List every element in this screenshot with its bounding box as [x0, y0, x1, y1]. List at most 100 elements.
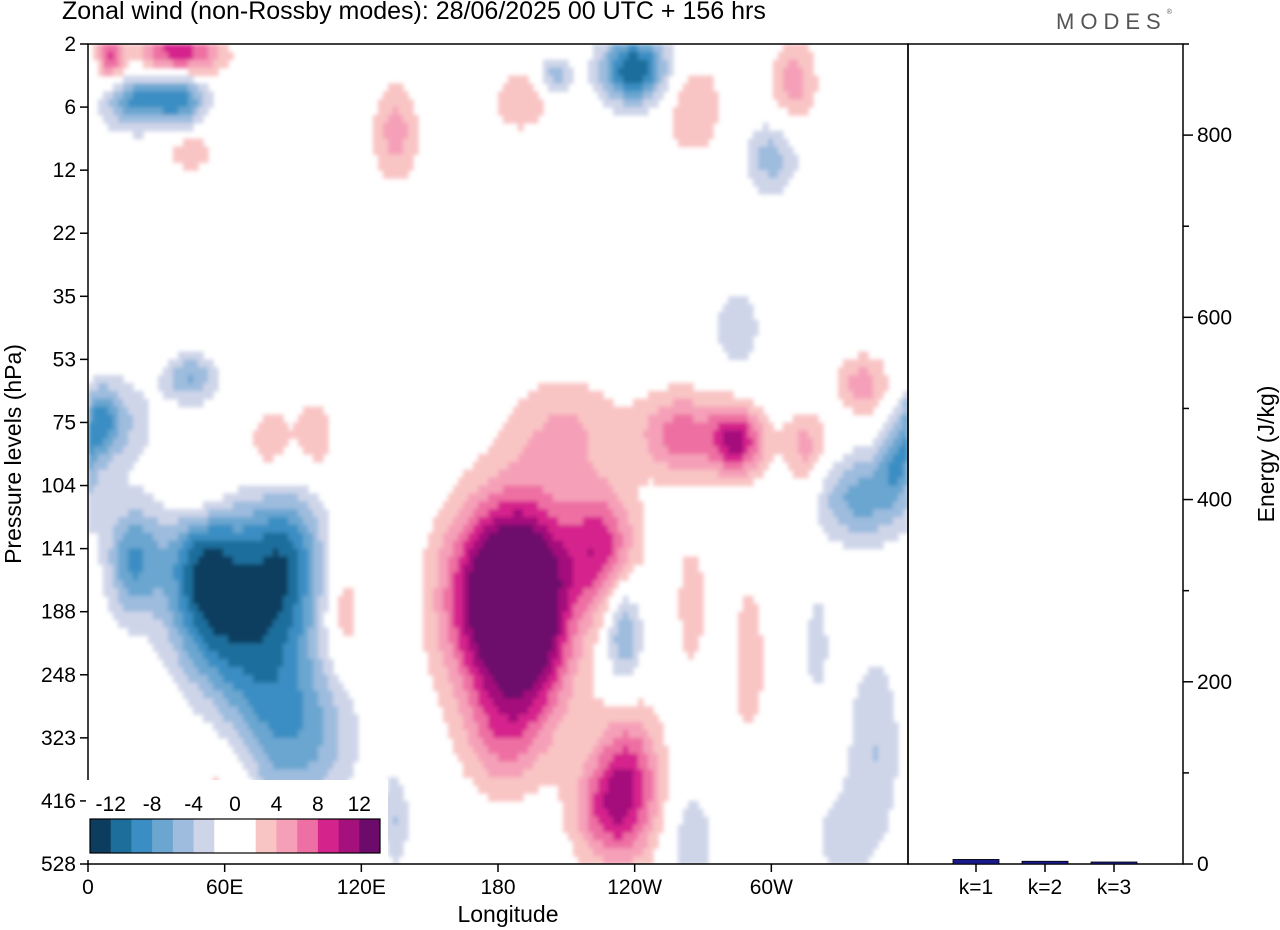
heatmap-cell — [568, 580, 574, 589]
heatmap-cell — [498, 517, 504, 526]
heatmap-cell — [88, 430, 94, 439]
heatmap-cell — [293, 517, 299, 526]
heatmap-cell — [588, 595, 594, 605]
heatmap-cell — [263, 745, 269, 755]
heatmap-cell — [168, 556, 174, 565]
heatmap-cell — [178, 75, 184, 85]
heatmap-cell — [88, 493, 94, 502]
heatmap-cell — [858, 406, 864, 416]
heatmap-cell — [253, 540, 259, 550]
heatmap-cell — [128, 588, 134, 597]
heatmap-cell — [378, 122, 384, 132]
heatmap-cell — [583, 722, 589, 731]
heatmap-cell — [898, 485, 904, 495]
heatmap-cell — [513, 91, 519, 100]
heatmap-cell — [208, 674, 214, 684]
heatmap-cell — [878, 390, 884, 400]
heatmap-cell — [493, 627, 499, 636]
heatmap-cell — [553, 729, 559, 739]
heatmap-cell — [793, 51, 799, 61]
heatmap-cell — [568, 438, 574, 447]
heatmap-cell — [218, 572, 224, 581]
heatmap-cell — [213, 595, 219, 605]
heatmap-cell — [98, 485, 104, 495]
heatmap-cell — [323, 509, 329, 518]
heatmap-cell — [303, 564, 309, 573]
heatmap-cell — [493, 674, 499, 684]
heatmap-cell — [463, 580, 469, 589]
heatmap-cell — [548, 595, 554, 605]
heatmap-cell — [578, 722, 584, 731]
heatmap-cell — [888, 517, 894, 526]
heatmap-cell — [108, 44, 114, 53]
heatmap-cell — [813, 651, 819, 660]
heatmap-cell — [523, 706, 529, 715]
heatmap-cell — [293, 627, 299, 636]
heatmap-cell — [753, 414, 759, 424]
heatmap-cell — [633, 99, 639, 108]
heatmap-cell — [883, 729, 889, 739]
heatmap-cell — [543, 438, 549, 447]
heatmap-cell — [533, 430, 539, 439]
heatmap-cell — [233, 524, 239, 534]
heatmap-cell — [893, 517, 899, 526]
heatmap-cell — [268, 674, 274, 684]
heatmap-cell — [278, 430, 284, 439]
heatmap-cell — [193, 398, 199, 408]
heatmap-cell — [563, 651, 569, 660]
heatmap-cell — [98, 430, 104, 439]
heatmap-cell — [143, 619, 149, 629]
heatmap-cell — [688, 83, 694, 92]
heatmap-cell — [518, 107, 524, 116]
heatmap-cell — [113, 580, 119, 589]
heatmap-cell — [548, 611, 554, 621]
heatmap-cell — [608, 524, 614, 534]
heatmap-cell — [523, 674, 529, 684]
heatmap-cell — [233, 501, 239, 510]
heatmap-cell — [138, 414, 144, 424]
heatmap-cell — [303, 406, 309, 416]
heatmap-cell — [588, 430, 594, 439]
heatmap-cell — [653, 390, 659, 400]
heatmap-cell — [608, 493, 614, 502]
heatmap-cell — [593, 509, 599, 518]
heatmap-cell — [613, 430, 619, 439]
heatmap-cell — [113, 83, 119, 92]
heatmap-cell — [763, 162, 769, 171]
heatmap-cell — [493, 580, 499, 589]
heatmap-cell — [873, 714, 879, 723]
heatmap-cell — [218, 509, 224, 518]
heatmap-cell — [558, 643, 564, 652]
heatmap-cell — [588, 737, 594, 747]
heatmap-cell — [298, 485, 304, 495]
heatmap-cell — [643, 714, 649, 723]
heatmap-cell — [543, 659, 549, 668]
heatmap-cell — [678, 461, 684, 471]
heatmap-cell — [583, 414, 589, 424]
heatmap-cell — [613, 729, 619, 739]
heatmap-cell — [423, 580, 429, 589]
heatmap-cell — [378, 99, 384, 108]
heatmap-cell — [298, 674, 304, 684]
heatmap-cell — [873, 367, 879, 376]
heatmap-cell — [578, 383, 584, 392]
heatmap-cell — [638, 722, 644, 731]
heatmap-cell — [783, 454, 789, 463]
heatmap-cell — [113, 414, 119, 424]
heatmap-cell — [158, 627, 164, 636]
heatmap-cell — [553, 595, 559, 605]
heatmap-cell — [783, 430, 789, 439]
heatmap-cell — [598, 572, 604, 581]
heatmap-cell — [713, 99, 719, 108]
heatmap-cell — [323, 651, 329, 660]
heatmap-cell — [438, 619, 444, 629]
heatmap-cell — [428, 619, 434, 629]
heatmap-cell — [258, 438, 264, 447]
heatmap-cell — [143, 501, 149, 510]
heatmap-cell — [538, 722, 544, 731]
heatmap-cell — [758, 446, 764, 455]
heatmap-cell — [533, 595, 539, 605]
heatmap-cell — [728, 406, 734, 416]
heatmap-cell — [533, 99, 539, 108]
heatmap-cell — [518, 509, 524, 518]
